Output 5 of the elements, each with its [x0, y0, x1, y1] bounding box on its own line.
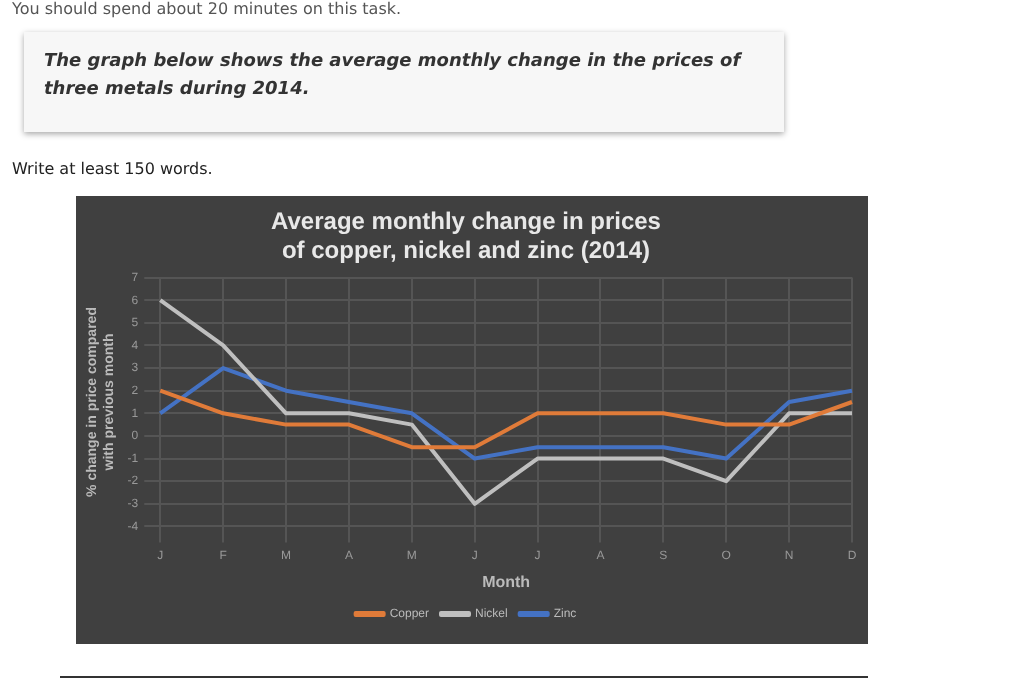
text: Write at least 150 words.	[12, 160, 213, 178]
text: The graph below shows the average monthly change in the prices of three metals during 2014.	[24, 32, 784, 132]
chart-title: Average monthly change in prices of copper, nickel and zinc (2014)	[271, 207, 662, 264]
text: You should spend about 20 minutes on this task.	[12, 0, 402, 18]
x-axis-title: Month	[482, 572, 531, 591]
